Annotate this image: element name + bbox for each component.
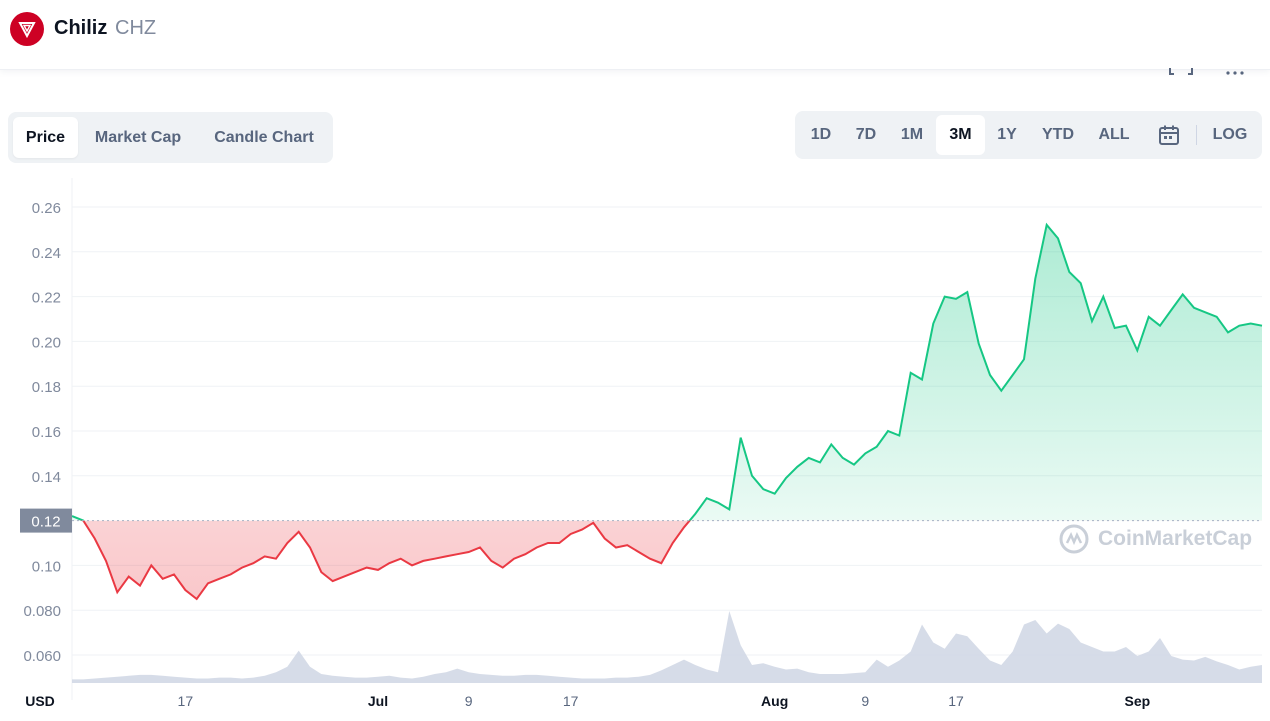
x-tick-label: 17 — [948, 693, 964, 709]
coin-name: Chiliz — [54, 17, 108, 39]
x-tick-label: 9 — [861, 693, 869, 709]
x-tick-label: Jul — [368, 693, 388, 709]
more-options-icon[interactable] — [1224, 62, 1246, 76]
range-1d-button[interactable]: 1D — [810, 126, 832, 143]
tab-candle-chart[interactable]: Candle Chart — [214, 129, 314, 146]
coinmarketcap-logo-icon — [1059, 524, 1089, 554]
range-ytd-button[interactable]: YTD — [1042, 126, 1074, 143]
y-tick-label: 0.24 — [32, 245, 61, 262]
range-7d-button[interactable]: 7D — [855, 126, 877, 143]
reference-label: 0.12 — [31, 514, 60, 531]
y-tick-label: 0.26 — [32, 200, 61, 217]
price-area-up — [72, 224, 1262, 521]
volume-series — [72, 611, 1262, 683]
range-all-button[interactable]: ALL — [1098, 126, 1130, 143]
range-divider — [1196, 125, 1197, 145]
currency-label: USD — [25, 693, 55, 709]
fullscreen-icon[interactable] — [1168, 62, 1194, 76]
y-tick-label: 0.18 — [32, 379, 61, 396]
y-tick-label: 0.060 — [23, 648, 61, 665]
coin-header: Chiliz CHZ — [0, 0, 1270, 70]
reference-label-box — [20, 508, 72, 533]
y-tick-label: 0.10 — [32, 558, 61, 575]
watermark-text: CoinMarketCap — [1098, 527, 1253, 550]
price-chart[interactable]: 0.12 0.26 0.24 0.22 0.20 0.18 0.16 0.14 0.10 0.0… — [0, 170, 1270, 721]
range-1y-button[interactable]: 1Y — [997, 126, 1017, 143]
x-tick-label: 17 — [178, 693, 194, 709]
y-tick-label: 0.16 — [32, 424, 61, 441]
time-range-selector: 1D 7D 1M 3M 1Y YTD ALL LOG — [795, 111, 1262, 159]
volume-area — [72, 611, 1262, 683]
x-tick-label: Aug — [761, 693, 788, 709]
chart-type-tabs: Price Market Cap Candle Chart — [8, 112, 333, 163]
coinmarketcap-watermark: CoinMarketCap — [1058, 522, 1252, 556]
x-tick-label: Sep — [1124, 693, 1150, 709]
chiliz-logo-icon — [10, 12, 44, 46]
coin-symbol: CHZ — [115, 17, 157, 39]
tab-price[interactable]: Price — [13, 117, 78, 158]
y-tick-label: 0.080 — [23, 603, 61, 620]
price-series — [71, 222, 1263, 601]
y-tick-label: 0.14 — [32, 469, 61, 486]
log-scale-button[interactable]: LOG — [1212, 126, 1248, 143]
x-axis: USD 17 Jul 9 17 Aug 9 17 Sep — [25, 693, 1150, 709]
x-tick-label: 17 — [563, 693, 579, 709]
price-line-up — [71, 222, 1263, 521]
price-line-down — [80, 520, 691, 601]
range-1m-button[interactable]: 1M — [900, 126, 924, 143]
y-tick-label: 0.20 — [32, 334, 61, 351]
x-tick-label: 9 — [465, 693, 473, 709]
y-tick-label: 0.22 — [32, 290, 61, 307]
y-axis: 0.26 0.24 0.22 0.20 0.18 0.16 0.14 0.10 0.080 0.0… — [23, 200, 61, 665]
range-3m-button[interactable]: 3M — [936, 115, 985, 155]
calendar-icon[interactable] — [1157, 123, 1181, 147]
reference-price: 0.12 — [20, 508, 1262, 533]
tab-market-cap[interactable]: Market Cap — [94, 129, 182, 146]
price-area-down — [83, 520, 690, 599]
